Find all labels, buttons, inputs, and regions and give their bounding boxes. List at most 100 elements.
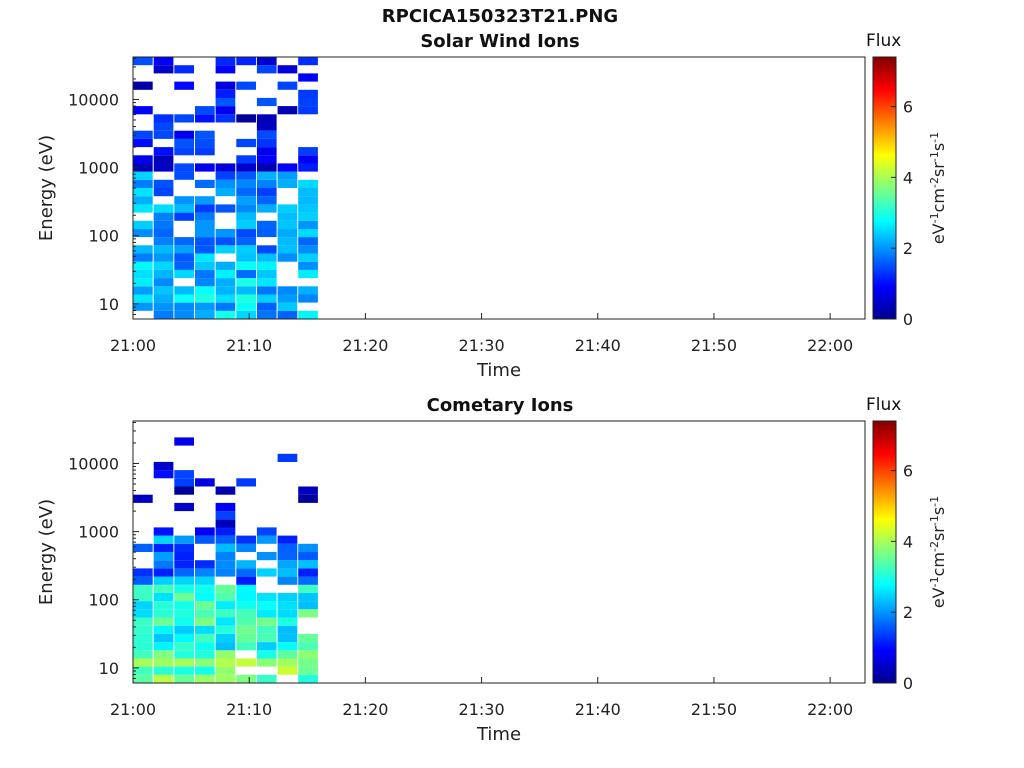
spectrogram-cell [236,212,256,221]
spectrogram-cell [153,609,174,618]
spectrogram-cell [153,633,174,643]
spectrogram-cell [236,592,256,602]
spectrogram-cell [298,286,318,295]
spectrogram-cell [277,552,298,561]
spectrogram-cell [195,650,215,659]
spectrogram-cell [256,220,277,229]
spectrogram-cell [236,642,256,651]
spectrogram-cell [174,171,194,180]
spectrogram-cell [298,584,318,593]
colorbar-tick-label: 0 [903,310,913,329]
spectrogram-cell [215,642,236,651]
spectrogram-cell [236,674,256,683]
spectrogram-cell [215,601,236,610]
spectrogram-cell [133,179,153,188]
spectrogram-cell [215,204,236,213]
spectrogram-cell [195,601,215,610]
spectrogram-cell [298,212,318,221]
spectrogram-cell [256,592,277,602]
spectrogram-cell [153,253,174,262]
spectrogram-cell [195,642,215,651]
spectrogram-cell [174,478,194,487]
spectrogram-cell [153,674,174,683]
spectrogram-cell [195,114,215,123]
spectrogram-cell [256,196,277,205]
spectrogram-cell [153,642,174,651]
spectrogram-cell [298,73,318,82]
spectrogram-cell [215,97,236,107]
spectrogram-cell [256,625,277,634]
spectrogram-cell [174,552,194,561]
spectrogram-cell [236,114,256,123]
spectrogram-cell [298,261,318,270]
spectrogram-cell [174,310,194,319]
spectrogram-cell [277,220,298,229]
spectrogram-cell [174,253,194,262]
spectrogram-cell [195,106,215,115]
spectrogram-cell [256,130,277,139]
spectrogram-cell [215,560,236,569]
spectrogram-cell [133,642,153,651]
spectrogram-cell [174,486,194,495]
panel-2-title: Cometary Ions [426,395,574,416]
spectrogram-cell [236,179,256,188]
x-tick-label: 21:50 [691,700,737,719]
spectrogram-cell [174,650,194,659]
spectrogram-cell [174,666,194,675]
spectrogram-cell [174,286,194,295]
spectrogram-cell [215,278,236,287]
spectrogram-cell [256,633,277,643]
spectrogram-cell [195,584,215,593]
y-tick-label: 100 [88,227,119,246]
spectrogram-cell [153,461,174,471]
spectrogram-cell [133,617,153,626]
spectrogram-cell [236,478,256,487]
spectrogram-cell [236,155,256,164]
spectrogram-cell [195,625,215,634]
spectrogram-cell [195,228,215,238]
spectrogram-cell [153,576,174,585]
spectrogram-cell [174,163,194,172]
spectrogram-cell [195,617,215,626]
spectrogram-cell [236,310,256,319]
spectrogram-cell [133,543,153,552]
spectrogram-cell [215,65,236,74]
spectrogram-cell [236,543,256,552]
spectrogram-cell [133,609,153,618]
spectrogram-cell [277,576,298,585]
spectrogram-cell [195,163,215,172]
spectrogram-cell [195,237,215,246]
spectrogram-cell [153,658,174,667]
spectrogram-cell [133,196,153,205]
spectrogram-cell [298,245,318,254]
spectrogram-cell [174,269,194,279]
spectrogram-cell [153,212,174,221]
spectrogram-cell [277,237,298,246]
spectrogram-cell [215,81,236,90]
spectrogram-cell [256,253,277,262]
spectrogram-cell [256,535,277,544]
spectrogram-cell [133,163,153,172]
spectrogram-cell [174,245,194,254]
x-tick-label: 21:20 [342,700,388,719]
spectrogram-cell [174,147,194,156]
spectrogram-cell [236,294,256,303]
spectrogram-cell [215,106,236,115]
spectrogram-cell [195,286,215,295]
colorbar-2-label: Flux [866,395,902,415]
spectrogram-cell [153,130,174,139]
spectrogram-cell [174,535,194,544]
spectrogram-cell [195,527,215,536]
spectrogram-cell [298,220,318,229]
spectrogram-cell [215,228,236,238]
spectrogram-cell [153,228,174,238]
spectrogram-cell [153,592,174,602]
spectrogram-cell [215,519,236,528]
spectrogram-cell [236,278,256,287]
spectrogram-cell [133,294,153,303]
x-tick-label: 21:10 [226,700,272,719]
spectrogram-cell [256,245,277,254]
spectrogram-cell [133,228,153,238]
spectrogram-cell [298,568,318,577]
spectrogram-cell [215,245,236,254]
